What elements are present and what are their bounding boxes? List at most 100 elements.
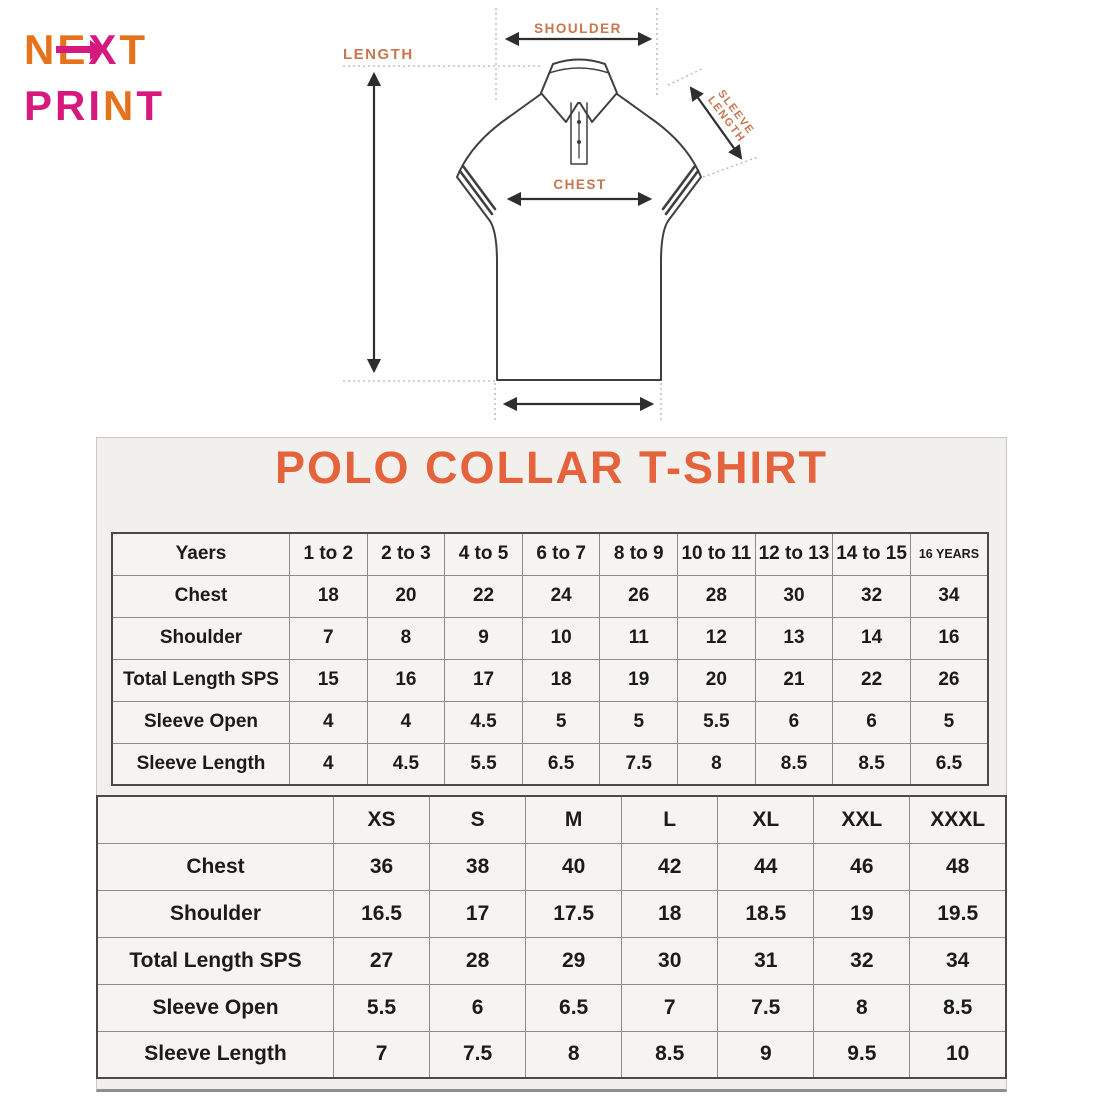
row-label-cell: Shoulder xyxy=(96,889,334,938)
table-row: Shoulder 7 8 9 10 11 12 13 14 16 xyxy=(111,616,989,660)
logo-line-print: PRINT xyxy=(24,78,165,134)
value-cell: 31 xyxy=(717,936,815,985)
value-cell: 17.5 xyxy=(525,889,623,938)
value-cell: 18 xyxy=(521,658,601,702)
value-cell: 29 xyxy=(525,936,623,985)
row-label-cell: Total Length SPS xyxy=(111,658,290,702)
value-cell: 34 xyxy=(909,574,989,618)
column-header-cell: 14 to 15 xyxy=(832,532,911,576)
value-cell: 13 xyxy=(754,616,834,660)
value-cell: 18 xyxy=(289,574,368,618)
value-cell: 36 xyxy=(332,842,431,891)
row-label-cell: Sleeve Open xyxy=(111,700,290,744)
value-cell: 7.5 xyxy=(717,983,815,1032)
column-header-cell: 8 to 9 xyxy=(599,532,679,576)
column-header-cell: 2 to 3 xyxy=(366,532,446,576)
value-cell: 4 xyxy=(289,700,368,744)
button-placket xyxy=(570,102,588,165)
value-cell: 28 xyxy=(429,936,527,985)
measurement-guide-lines xyxy=(343,8,759,421)
value-cell: 21 xyxy=(754,658,834,702)
value-cell: 32 xyxy=(813,936,911,985)
table-row: Sleeve Open 4 4 4.5 5 5 5.5 6 6 5 xyxy=(111,700,989,744)
value-cell: 38 xyxy=(429,842,527,891)
sleeve-length-arrow xyxy=(689,86,743,160)
row-label-cell: Chest xyxy=(96,842,334,891)
value-cell: 27 xyxy=(332,936,431,985)
row-label-cell: Sleeve Length xyxy=(111,742,290,786)
column-header-cell: 16 YEARS xyxy=(909,532,989,576)
table-row: Total Length SPS 15 16 17 18 19 20 21 22 26 xyxy=(111,658,989,702)
value-cell: 19.5 xyxy=(909,889,1007,938)
column-header-cell: 6 to 7 xyxy=(521,532,601,576)
column-header-cell: L xyxy=(621,795,719,844)
table-row: Sleeve Length 7 7.5 8 8.5 9 9.5 10 xyxy=(96,1030,1007,1079)
value-cell: 16 xyxy=(366,658,446,702)
value-cell: 34 xyxy=(909,936,1007,985)
value-cell: 20 xyxy=(366,574,446,618)
value-cell: 6.5 xyxy=(525,983,623,1032)
value-cell: 4 xyxy=(366,700,446,744)
value-cell: 26 xyxy=(599,574,679,618)
value-cell: 16.5 xyxy=(332,889,431,938)
value-cell: 9 xyxy=(717,1030,815,1079)
value-cell: 16 xyxy=(909,616,989,660)
page-title: POLO COLLAR T-SHIRT xyxy=(275,442,828,493)
column-header-cell: 1 to 2 xyxy=(289,532,368,576)
value-cell: 4.5 xyxy=(444,700,523,744)
value-cell: 5.5 xyxy=(677,700,756,744)
value-cell: 40 xyxy=(525,842,623,891)
column-header-cell: 12 to 13 xyxy=(754,532,834,576)
logo-text-t2: T xyxy=(136,82,166,129)
value-cell: 10 xyxy=(909,1030,1007,1079)
value-cell: 18 xyxy=(621,889,719,938)
value-cell: 6.5 xyxy=(521,742,601,786)
value-cell: 7.5 xyxy=(429,1030,527,1079)
polo-shirt-outline xyxy=(456,58,702,381)
logo-line-next: NEXT xyxy=(24,22,165,78)
value-cell: 22 xyxy=(832,658,911,702)
table-row: Shoulder 16.5 17 17.5 18 18.5 19 19.5 xyxy=(96,889,1007,938)
value-cell: 9.5 xyxy=(813,1030,911,1079)
value-cell: 48 xyxy=(909,842,1007,891)
value-cell: 19 xyxy=(599,658,679,702)
sleeve-cuff-stripes xyxy=(458,164,700,216)
column-header-cell: XS xyxy=(332,795,431,844)
value-cell: 4.5 xyxy=(366,742,446,786)
shoulder-label: SHOULDER xyxy=(534,21,622,36)
row-label-cell: Total Length SPS xyxy=(96,936,334,985)
column-header-cell: 10 to 11 xyxy=(677,532,756,576)
table-row: Total Length SPS 27 28 29 30 31 32 34 xyxy=(96,936,1007,985)
adult-size-table: XS S M L XL XXL XXXL Chest 36 38 40 42 44 46 48 Shoulde… xyxy=(96,795,1007,1079)
value-cell: 6.5 xyxy=(909,742,989,786)
value-cell: 12 xyxy=(677,616,756,660)
logo-text-n: N xyxy=(103,82,137,129)
value-cell: 30 xyxy=(754,574,834,618)
value-cell: 44 xyxy=(717,842,815,891)
value-cell: 7 xyxy=(621,983,719,1032)
row-label-cell: Shoulder xyxy=(111,616,290,660)
value-cell: 46 xyxy=(813,842,911,891)
value-cell: 17 xyxy=(444,658,523,702)
value-cell: 17 xyxy=(429,889,527,938)
value-cell: 15 xyxy=(289,658,368,702)
polo-collar xyxy=(540,58,618,123)
value-cell: 9 xyxy=(444,616,523,660)
value-cell: 6 xyxy=(754,700,834,744)
chest-label: CHEST xyxy=(553,177,606,192)
value-cell: 30 xyxy=(621,936,719,985)
row-label-cell: Chest xyxy=(111,574,290,618)
logo-text-t: T xyxy=(119,26,149,73)
column-header-cell: XL xyxy=(717,795,815,844)
table-row: Chest 36 38 40 42 44 46 48 xyxy=(96,842,1007,891)
value-cell: 14 xyxy=(832,616,911,660)
value-cell: 8.5 xyxy=(832,742,911,786)
tshirt-measurement-diagram: LENGTH SHOULDER CHEST SLEEVE LENGTH xyxy=(343,8,759,421)
table-row: Sleeve Length 4 4.5 5.5 6.5 7.5 8 8.5 8.5 6.5 xyxy=(111,742,989,786)
row-label-cell: Sleeve Open xyxy=(96,983,334,1032)
value-cell: 7 xyxy=(289,616,368,660)
column-header-cell: XXXL xyxy=(909,795,1007,844)
value-cell: 28 xyxy=(677,574,756,618)
value-cell: 7.5 xyxy=(599,742,679,786)
